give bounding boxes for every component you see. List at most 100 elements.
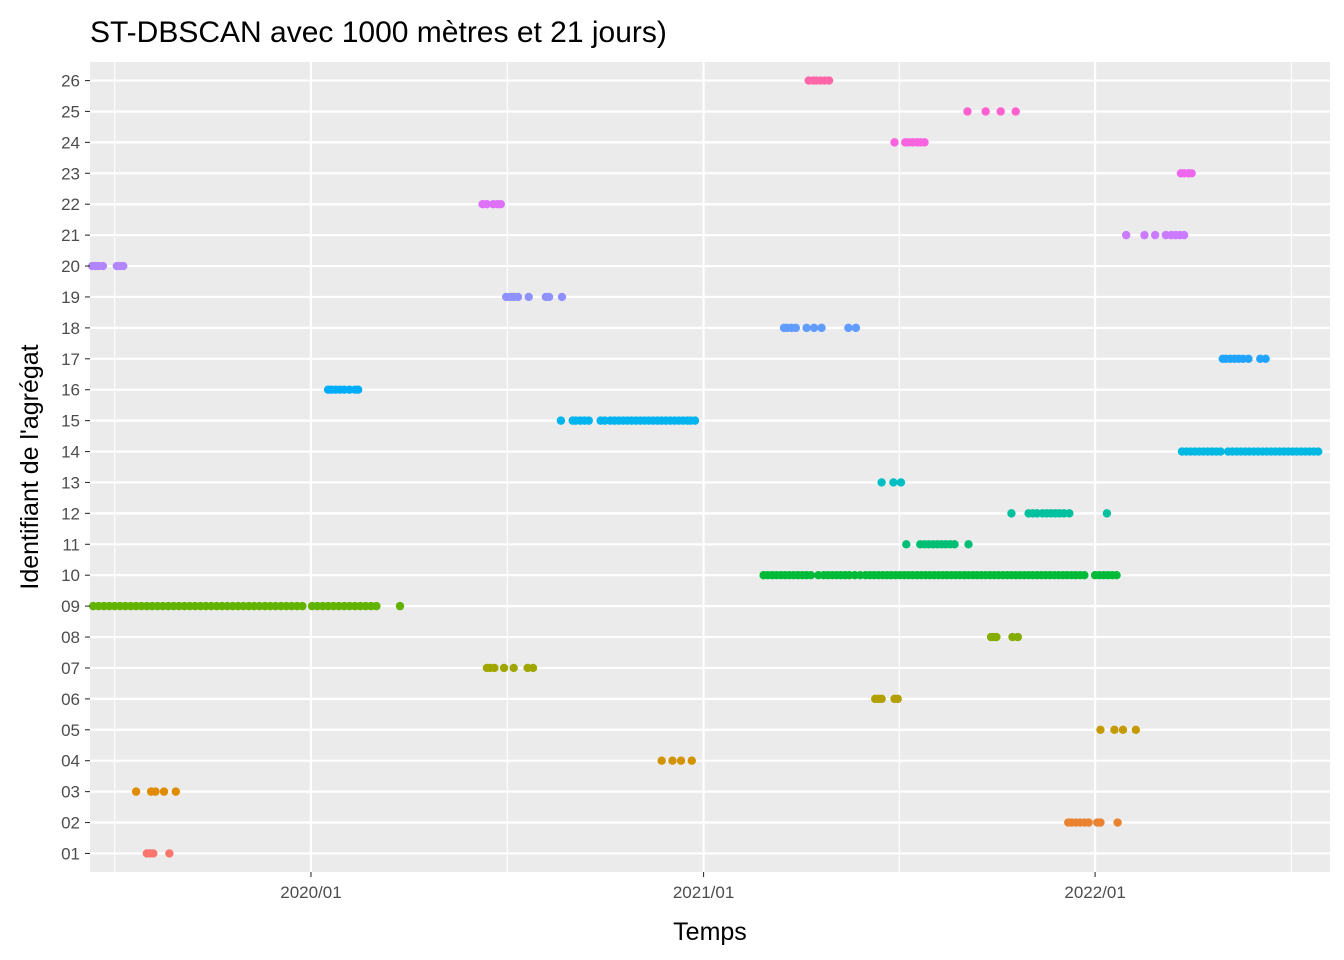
data-point xyxy=(496,200,506,209)
data-point xyxy=(584,416,593,425)
x-tick-label: 2020/01 xyxy=(280,883,341,902)
data-point xyxy=(889,478,898,487)
data-point xyxy=(992,632,1001,642)
y-tick-label: 18 xyxy=(61,319,80,338)
data-point xyxy=(149,849,158,858)
x-tick-label: 2021/01 xyxy=(673,883,734,902)
data-point xyxy=(668,756,677,765)
data-point xyxy=(824,76,834,85)
data-point xyxy=(513,292,523,302)
data-point xyxy=(690,416,700,425)
data-point xyxy=(544,292,554,302)
y-tick-label: 20 xyxy=(61,257,80,276)
data-points xyxy=(87,76,1323,858)
data-point xyxy=(1150,230,1160,240)
y-tick-label: 19 xyxy=(61,288,80,307)
y-tick-label: 02 xyxy=(61,814,80,833)
y-tick-label: 16 xyxy=(61,381,80,400)
data-point xyxy=(1261,354,1270,363)
data-point xyxy=(1084,818,1093,827)
data-point xyxy=(1096,818,1105,827)
data-point xyxy=(896,478,906,487)
data-point xyxy=(395,601,405,611)
data-point xyxy=(499,663,509,673)
data-point xyxy=(893,694,902,704)
data-point xyxy=(657,756,666,765)
y-axis-title: Identifiant de l'agrégat xyxy=(16,344,44,589)
data-point xyxy=(372,601,381,611)
data-point xyxy=(353,385,363,394)
y-tick-label: 09 xyxy=(61,597,80,616)
plot-panel xyxy=(90,62,1330,872)
data-point xyxy=(791,323,801,333)
data-point xyxy=(165,849,174,858)
data-point xyxy=(877,478,886,487)
data-point xyxy=(1113,818,1122,827)
data-point xyxy=(131,787,141,796)
data-point xyxy=(950,540,959,549)
data-point xyxy=(98,261,108,271)
data-point xyxy=(1179,230,1189,240)
y-tick-label: 21 xyxy=(61,226,80,245)
data-point xyxy=(981,107,990,116)
data-point xyxy=(490,663,499,673)
data-point xyxy=(1110,725,1119,734)
chart-title: ST-DBSCAN avec 1000 mètres et 21 jours) xyxy=(90,16,667,49)
data-point xyxy=(1216,447,1225,456)
y-tick-label: 05 xyxy=(61,721,80,740)
y-axis: 01 02 03 04 05 06 07 08 09 10 11 12 13 14 15 16 17 18 19 20… xyxy=(61,72,90,863)
y-tick-label: 13 xyxy=(61,473,80,492)
major-gridlines xyxy=(90,62,1330,872)
y-tick-label: 06 xyxy=(61,690,80,709)
data-point xyxy=(1065,509,1074,518)
data-point xyxy=(1140,230,1149,240)
y-tick-label: 15 xyxy=(61,412,80,431)
data-point xyxy=(1131,725,1141,734)
y-tick-label: 03 xyxy=(61,783,80,802)
y-tick-label: 14 xyxy=(61,443,80,462)
y-tick-label: 10 xyxy=(61,566,80,585)
data-point xyxy=(806,571,816,580)
y-tick-label: 11 xyxy=(62,535,80,554)
data-point xyxy=(509,663,518,673)
data-point xyxy=(1118,725,1128,734)
data-point xyxy=(557,292,567,302)
data-point xyxy=(1244,354,1253,363)
data-point xyxy=(809,323,819,333)
data-point xyxy=(524,292,533,302)
data-point xyxy=(1102,509,1112,518)
data-point xyxy=(1007,509,1016,518)
data-point xyxy=(963,107,972,116)
data-point xyxy=(890,138,899,147)
data-point xyxy=(1314,447,1323,456)
minor-gridlines xyxy=(114,62,1292,872)
data-point xyxy=(802,323,811,333)
data-point xyxy=(676,756,686,765)
y-tick-label: 24 xyxy=(61,133,80,152)
y-tick-label: 12 xyxy=(61,504,80,523)
x-tick-label: 2022/01 xyxy=(1064,883,1125,902)
data-point xyxy=(1080,571,1089,580)
data-point xyxy=(817,323,826,333)
y-tick-label: 23 xyxy=(61,164,80,183)
data-point xyxy=(1112,571,1121,580)
data-point xyxy=(851,323,861,333)
data-point xyxy=(528,663,538,673)
data-point xyxy=(1187,169,1196,178)
y-tick-label: 25 xyxy=(61,102,80,121)
data-point xyxy=(996,107,1005,116)
x-axis: 2020/01 2021/01 2022/01 xyxy=(280,872,1126,902)
data-point xyxy=(159,787,169,796)
data-point xyxy=(877,694,886,704)
data-point xyxy=(1011,107,1020,116)
data-point xyxy=(920,138,929,147)
data-point xyxy=(151,787,160,796)
data-point xyxy=(1013,632,1023,642)
data-point xyxy=(902,540,911,549)
data-point xyxy=(844,323,853,333)
data-point xyxy=(1121,230,1131,240)
data-point xyxy=(119,261,128,271)
data-point xyxy=(964,540,973,549)
data-point xyxy=(298,601,307,611)
